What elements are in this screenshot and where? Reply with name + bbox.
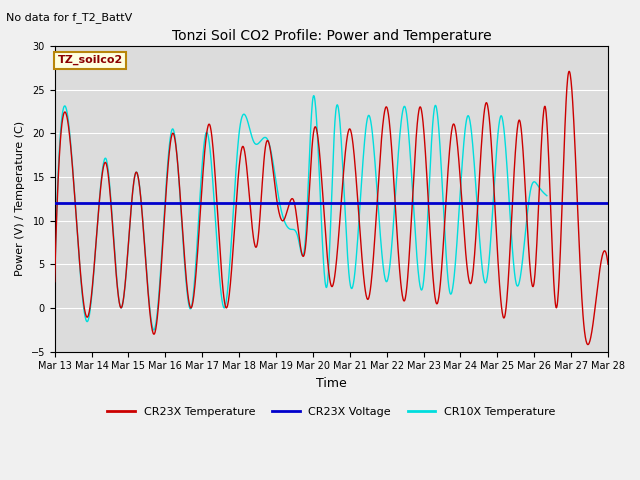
X-axis label: Time: Time [316, 377, 347, 390]
Title: Tonzi Soil CO2 Profile: Power and Temperature: Tonzi Soil CO2 Profile: Power and Temper… [172, 29, 491, 43]
Text: TZ_soilco2: TZ_soilco2 [58, 55, 123, 65]
Text: No data for f_T2_BattV: No data for f_T2_BattV [6, 12, 132, 23]
Y-axis label: Power (V) / Temperature (C): Power (V) / Temperature (C) [15, 121, 25, 276]
Legend: CR23X Temperature, CR23X Voltage, CR10X Temperature: CR23X Temperature, CR23X Voltage, CR10X … [102, 403, 560, 422]
